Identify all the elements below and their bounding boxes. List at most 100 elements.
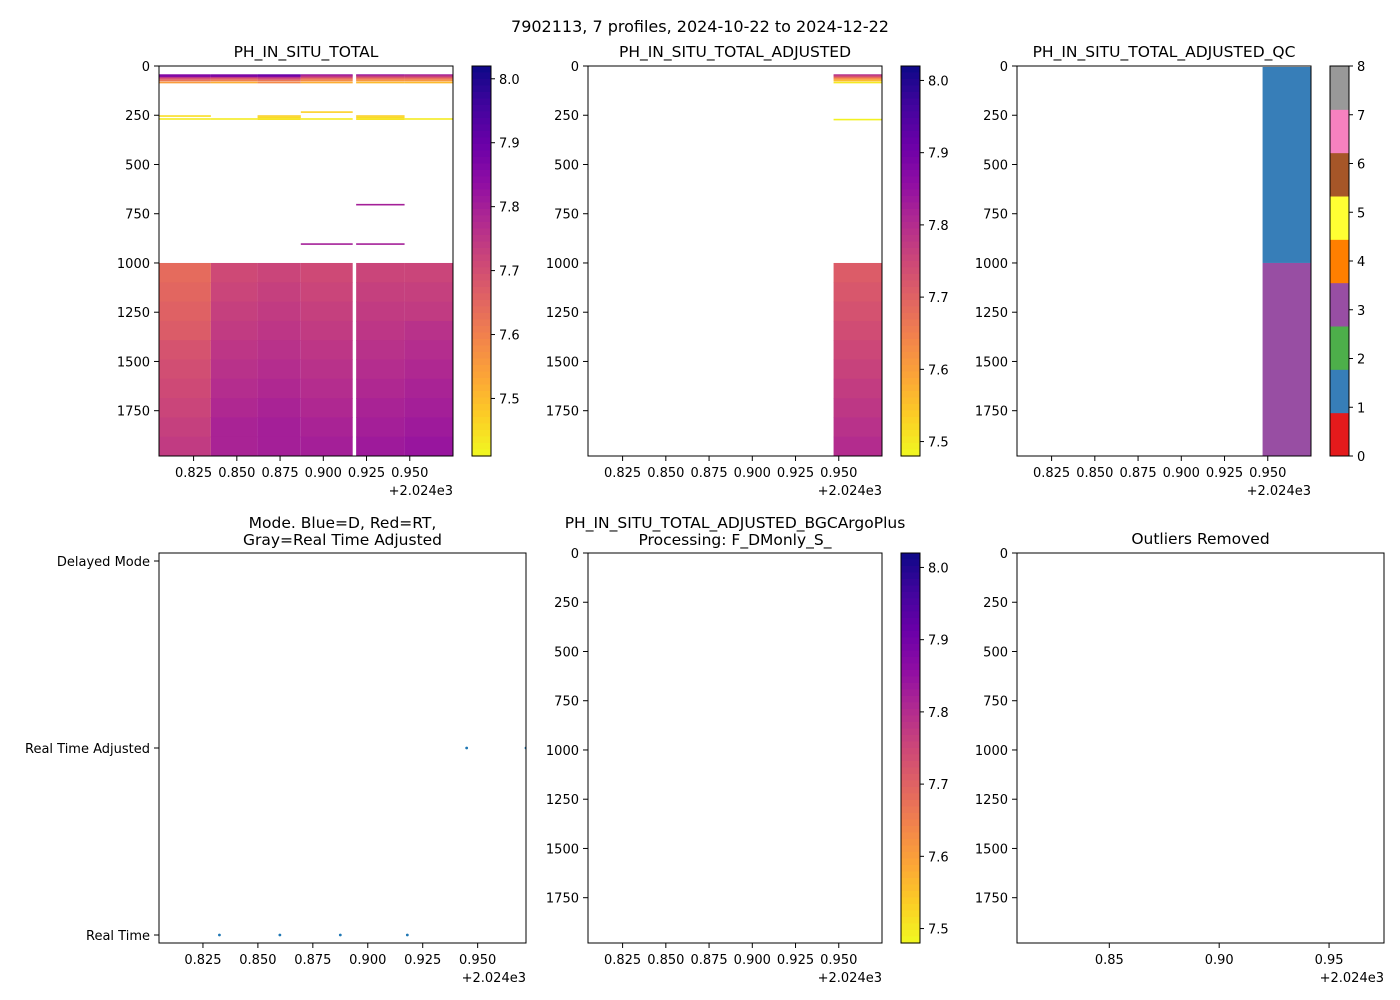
colorbar-tick-label: 7.9 <box>499 137 520 152</box>
heatmap-cell <box>356 320 405 341</box>
colorbar-segment <box>901 793 920 801</box>
colorbar-segment <box>472 358 491 366</box>
colorbar-segment <box>901 644 920 652</box>
colorbar-segment <box>472 241 491 249</box>
colorbar-segment <box>901 365 920 373</box>
colorbar-segment <box>901 631 920 639</box>
colorbar-band <box>1330 109 1349 154</box>
x-tick-label: 0.900 <box>1163 466 1200 481</box>
colorbar-tick-label: 4 <box>1357 255 1365 270</box>
colorbar-segment <box>901 66 920 74</box>
x-tick-label: 0.90 <box>1205 953 1234 968</box>
y-tick-label: 0 <box>1000 60 1008 75</box>
colorbar-segment <box>901 423 920 431</box>
y-tick-label: 1750 <box>117 405 150 420</box>
colorbar-frame <box>471 65 492 457</box>
colorbar-segment <box>901 878 920 886</box>
profile-line <box>210 118 258 120</box>
heatmap-cell <box>210 262 258 283</box>
y-tick-label: Real Time Adjusted <box>25 742 150 757</box>
mode-point <box>338 933 342 937</box>
heatmap-cell <box>210 301 258 322</box>
profile-line <box>833 74 882 76</box>
colorbar-segment <box>901 923 920 931</box>
heatmap-cell <box>404 320 453 341</box>
y-tick-label: 250 <box>983 109 1008 124</box>
colorbar-segment <box>901 624 920 632</box>
heatmap-cell <box>159 262 211 283</box>
x-offset-label: +2.024e3 <box>818 484 882 499</box>
colorbar-segment <box>901 767 920 775</box>
colorbar-segment <box>901 858 920 866</box>
heatmap-cell <box>833 282 882 303</box>
colorbar-segment <box>472 430 491 438</box>
colorbar-segment <box>901 287 920 295</box>
colorbar-segment <box>901 384 920 392</box>
x-tick-label: 0.900 <box>734 466 771 481</box>
heatmap-cell <box>159 359 211 380</box>
panel-p4: 0.825 0.850 0.875 0.900 0.925 0.950 +2.024e3 Re… <box>25 514 527 986</box>
x-tick-label: 0.850 <box>647 953 684 968</box>
colorbar-segment <box>472 85 491 93</box>
colorbar-tick-label: 7.7 <box>928 778 949 793</box>
profile-line <box>356 79 405 82</box>
colorbar-segment <box>472 202 491 210</box>
colorbar: 7.5 7.6 7.7 7.8 7.9 8.0 <box>471 65 520 457</box>
colorbar-segment <box>472 287 491 295</box>
heatmap-cell <box>159 301 211 322</box>
y-tick-label: 1250 <box>975 306 1008 321</box>
colorbar-segment <box>901 332 920 340</box>
colorbar-segment <box>901 300 920 308</box>
colorbar-segment <box>472 261 491 269</box>
y-tick-label: 0 <box>571 60 579 75</box>
colorbar-segment <box>901 735 920 743</box>
heatmap-cell <box>210 320 258 341</box>
panel-p5: 0.825 0.850 0.875 0.900 0.925 0.950 +2.024e3 0 2… <box>546 514 949 986</box>
colorbar-segment <box>901 280 920 288</box>
heatmap-cell <box>257 417 301 438</box>
x-tick-label: 0.825 <box>604 953 641 968</box>
colorbar-segment <box>901 105 920 113</box>
profile-line <box>356 75 405 78</box>
y-tick-label: 500 <box>554 645 579 660</box>
colorbar-tick-label: 5 <box>1357 206 1365 221</box>
y-tick-label: 500 <box>983 158 1008 173</box>
colorbar-segment <box>472 124 491 132</box>
colorbar-segment <box>901 274 920 282</box>
heatmap-cell <box>404 417 453 438</box>
colorbar-band <box>1330 282 1349 327</box>
heatmap-cell <box>210 417 258 438</box>
colorbar-segment <box>472 326 491 334</box>
colorbar-segment <box>901 650 920 658</box>
figure-title: 7902113, 7 profiles, 2024-10-22 to 2024-… <box>511 17 889 36</box>
heatmap-cell <box>300 398 353 418</box>
x-tick-label: 0.825 <box>175 466 212 481</box>
colorbar-segment <box>901 410 920 418</box>
colorbar-segment <box>901 761 920 769</box>
y-tick-label: 1750 <box>975 892 1008 907</box>
colorbar-segment <box>901 404 920 412</box>
colorbar-segment <box>472 228 491 236</box>
heatmap-cell <box>159 378 211 399</box>
colorbar-segment <box>472 144 491 152</box>
colorbar-segment <box>901 585 920 593</box>
colorbar-segment <box>901 209 920 217</box>
y-tick-label: Delayed Mode <box>57 555 150 570</box>
profile-line <box>159 118 211 120</box>
colorbar-segment <box>901 163 920 171</box>
colorbar-tick-label: 7.9 <box>928 147 949 162</box>
x-tick-label: 0.875 <box>1119 466 1156 481</box>
colorbar-segment <box>472 280 491 288</box>
colorbar-segment <box>901 806 920 814</box>
colorbar-segment <box>901 904 920 912</box>
profile-line <box>257 115 301 117</box>
colorbar-segment <box>472 79 491 87</box>
colorbar-segment <box>472 423 491 431</box>
profile-line <box>833 78 882 80</box>
colorbar-segment <box>901 637 920 645</box>
colorbar-segment <box>901 618 920 626</box>
colorbar-band <box>1330 326 1349 370</box>
x-offset-label: +2.024e3 <box>389 484 453 499</box>
profile-line <box>300 75 353 78</box>
colorbar-segment <box>472 404 491 412</box>
